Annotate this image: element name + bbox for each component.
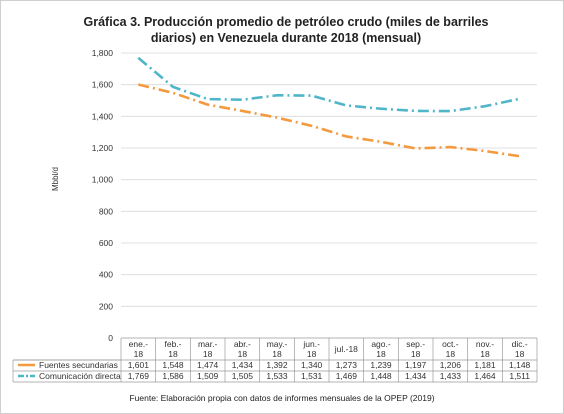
y-tick-label: 400 bbox=[99, 270, 113, 280]
y-tick-label: 1,800 bbox=[92, 48, 114, 58]
x-tick-label: 18 bbox=[376, 349, 386, 359]
data-label: 1,511 bbox=[509, 371, 530, 381]
x-tick-label: may.- bbox=[267, 339, 288, 349]
x-tick-label: ago.- bbox=[371, 339, 391, 349]
data-label: 1,505 bbox=[232, 371, 254, 381]
data-label: 1,469 bbox=[336, 371, 358, 381]
y-tick-label: 1,200 bbox=[92, 143, 114, 153]
legend-label: Fuentes secundarias bbox=[39, 360, 118, 370]
x-tick-label: feb.- bbox=[164, 339, 181, 349]
data-label: 1,206 bbox=[440, 360, 462, 370]
y-tick-label: 800 bbox=[99, 206, 113, 216]
x-tick-label: 18 bbox=[203, 349, 213, 359]
x-tick-label: jul.-18 bbox=[334, 344, 358, 354]
chart-title: Gráfica 3. Producción promedio de petról… bbox=[83, 15, 489, 45]
data-label: 1,181 bbox=[474, 360, 496, 370]
data-label: 1,433 bbox=[440, 371, 462, 381]
x-tick-label: sep.- bbox=[406, 339, 425, 349]
x-tick-label: 18 bbox=[515, 349, 525, 359]
data-label: 1,464 bbox=[474, 371, 496, 381]
data-label: 1,148 bbox=[509, 360, 531, 370]
x-tick-label: 18 bbox=[411, 349, 421, 359]
x-tick-label: 18 bbox=[238, 349, 248, 359]
x-tick-label: mar.- bbox=[198, 339, 218, 349]
x-tick-label: 18 bbox=[272, 349, 282, 359]
data-label: 1,509 bbox=[197, 371, 219, 381]
x-tick-label: 18 bbox=[480, 349, 490, 359]
data-label: 1,392 bbox=[266, 360, 288, 370]
series-line-2 bbox=[137, 56, 520, 113]
data-label: 1,586 bbox=[162, 371, 184, 381]
x-tick-label: 18 bbox=[307, 349, 317, 359]
data-label: 1,769 bbox=[128, 371, 150, 381]
x-tick-label: nov.- bbox=[476, 339, 494, 349]
data-label: 1,601 bbox=[128, 360, 150, 370]
y-tick-label: 1,000 bbox=[92, 175, 114, 185]
data-label: 1,531 bbox=[301, 371, 323, 381]
data-label: 1,239 bbox=[370, 360, 392, 370]
x-tick-label: jun.- bbox=[302, 339, 320, 349]
x-tick-label: oct.- bbox=[442, 339, 459, 349]
source-note: Fuente: Elaboración propia con datos de … bbox=[129, 393, 435, 403]
data-label: 1,273 bbox=[336, 360, 358, 370]
data-label: 1,548 bbox=[162, 360, 184, 370]
y-tick-label: 600 bbox=[99, 238, 113, 248]
data-label: 1,434 bbox=[232, 360, 254, 370]
x-tick-label: 18 bbox=[446, 349, 456, 359]
y-tick-label: 0 bbox=[108, 333, 113, 343]
x-tick-label: ene.- bbox=[129, 339, 149, 349]
x-tick-label: 18 bbox=[134, 349, 144, 359]
data-label: 1,474 bbox=[197, 360, 219, 370]
y-tick-label: 200 bbox=[99, 301, 113, 311]
data-label: 1,197 bbox=[405, 360, 427, 370]
legend-label: Comunicación directa bbox=[39, 371, 121, 381]
x-tick-label: abr.- bbox=[234, 339, 251, 349]
data-label: 1,533 bbox=[266, 371, 288, 381]
data-label: 1,434 bbox=[405, 371, 427, 381]
y-tick-label: 1,600 bbox=[92, 80, 114, 90]
x-tick-label: 18 bbox=[168, 349, 178, 359]
series-line-1 bbox=[138, 83, 520, 158]
data-label: 1,340 bbox=[301, 360, 323, 370]
y-tick-label: 1,400 bbox=[92, 111, 114, 121]
x-tick-label: dic.- bbox=[512, 339, 528, 349]
data-label: 1,448 bbox=[370, 371, 392, 381]
